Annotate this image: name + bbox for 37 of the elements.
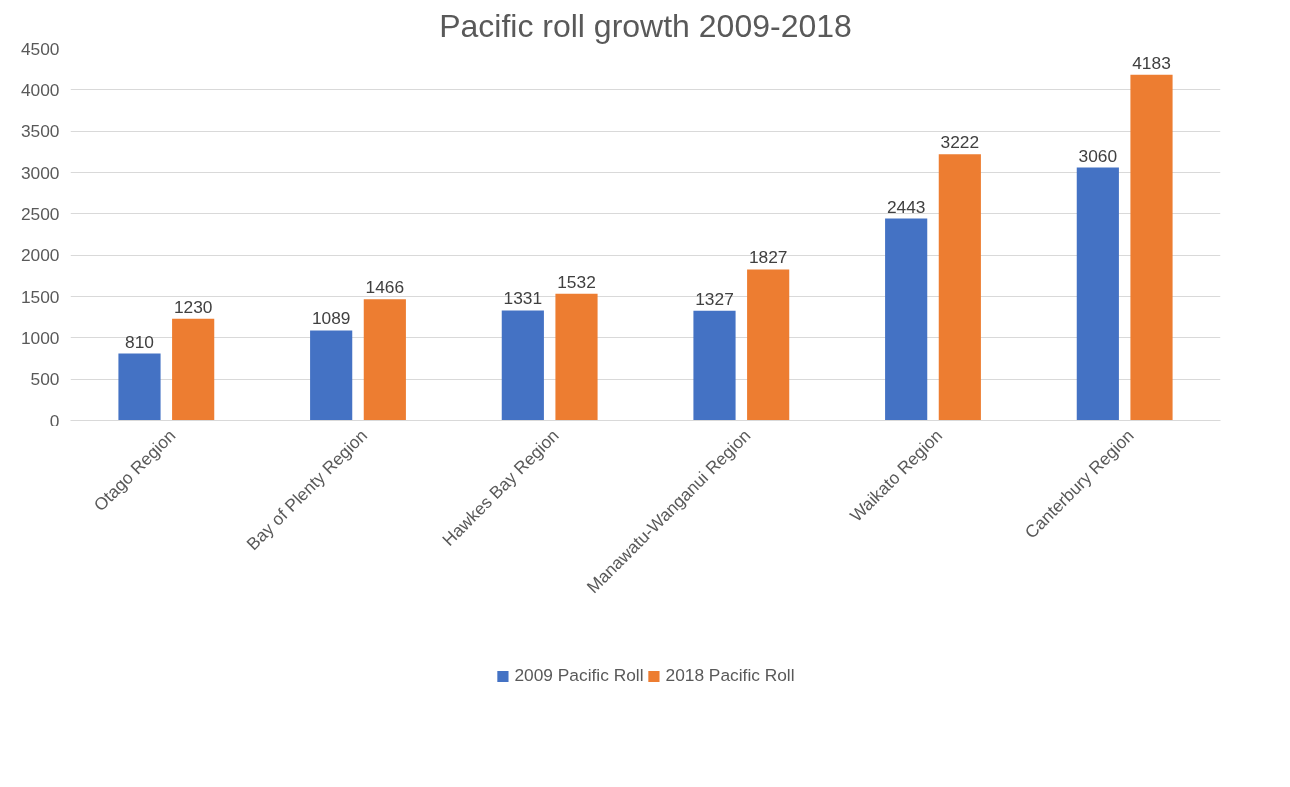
bar (555, 293, 598, 421)
data-label: 1230 (173, 296, 213, 317)
bar (938, 154, 981, 421)
data-label: 1466 (365, 277, 405, 298)
y-tick-label: 3500 (20, 121, 60, 142)
data-label: 1327 (695, 288, 734, 309)
data-label: 1089 (311, 308, 351, 329)
y-tick-label: 500 (30, 369, 60, 390)
y-tick-label: 1500 (20, 286, 60, 307)
y-tick-label: 2000 (20, 245, 60, 266)
data-label: 1331 (503, 288, 543, 309)
y-tick-label: 4500 (20, 38, 60, 59)
y-tick-label: 1000 (20, 327, 60, 348)
data-label: 2443 (886, 196, 926, 217)
bar (1130, 74, 1173, 421)
data-label: 3222 (940, 132, 980, 153)
bar (118, 353, 161, 421)
y-tick-label: 3000 (20, 162, 60, 183)
data-label: 3060 (1078, 145, 1118, 166)
y-tick-label: 0 (49, 410, 60, 431)
bar (310, 330, 353, 421)
legend-label: 2018 Pacific Roll (665, 665, 795, 686)
y-tick-label: 2500 (20, 203, 60, 224)
data-label: 1827 (748, 247, 788, 268)
bar (885, 218, 928, 421)
bar (1076, 167, 1119, 421)
bar (693, 310, 736, 421)
legend-label: 2009 Pacific Roll (514, 665, 644, 686)
y-tick-label: 4000 (20, 79, 60, 100)
data-label: 4183 (1132, 52, 1171, 73)
data-label: 1532 (557, 271, 596, 292)
bar (363, 299, 406, 421)
bar (747, 269, 790, 421)
data-label: 810 (125, 331, 154, 352)
bar (172, 318, 215, 421)
chart-title: Pacific roll growth 2009-2018 (439, 7, 852, 44)
bar (501, 310, 544, 421)
